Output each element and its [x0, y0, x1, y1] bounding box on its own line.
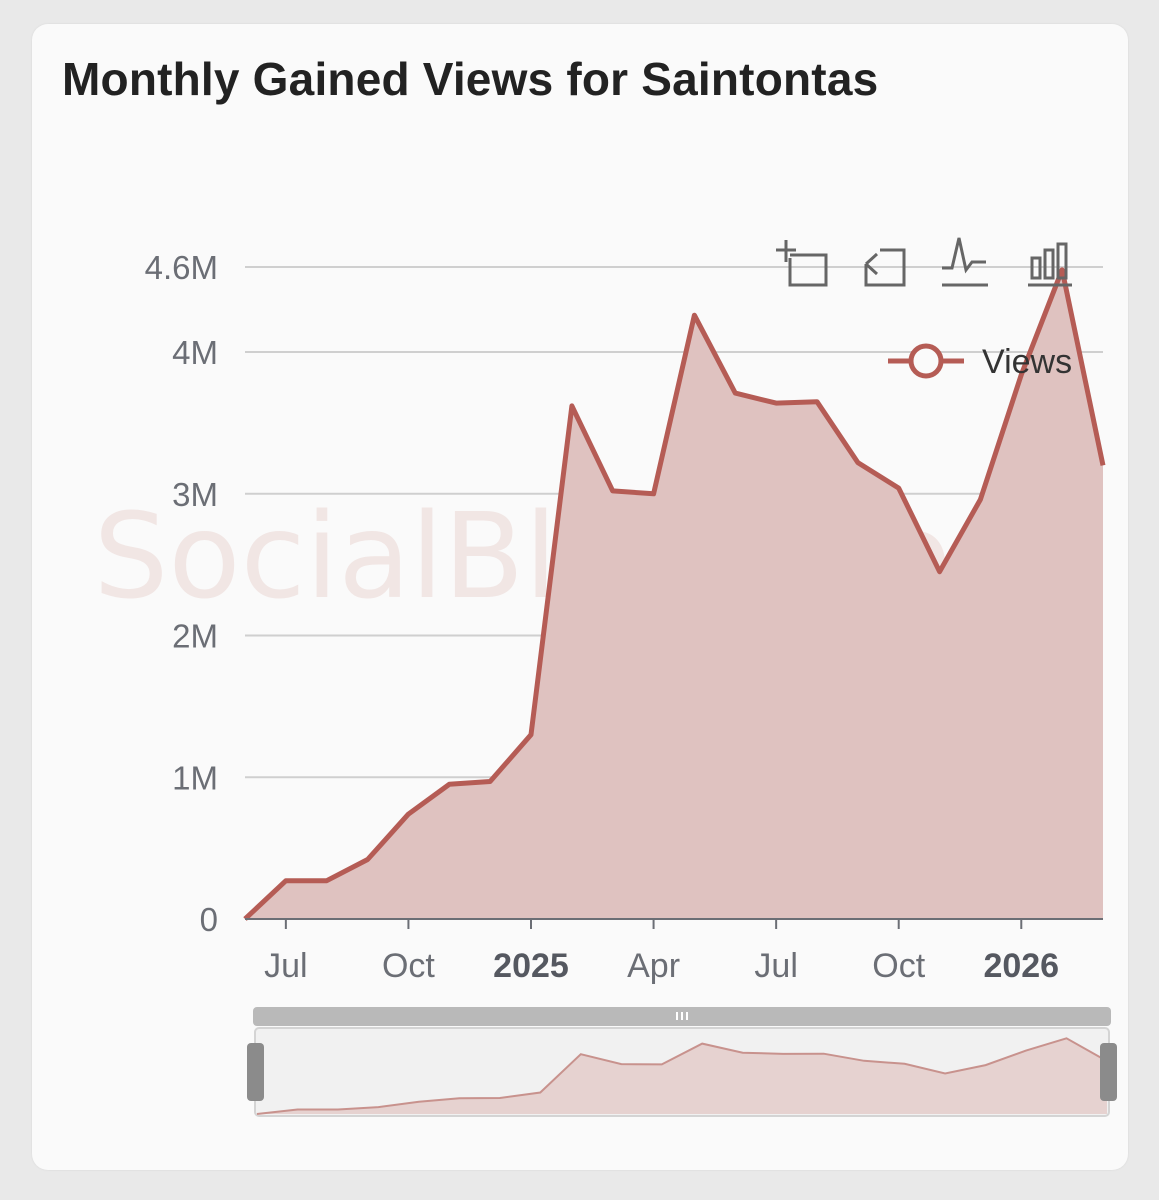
bar-chart-icon[interactable] — [1028, 242, 1072, 287]
y-tick-label: 4.6M — [145, 249, 218, 286]
x-tick-label: Jul — [754, 947, 797, 985]
slider-preview-line — [256, 1037, 1108, 1115]
zoom-slider[interactable] — [247, 1007, 1117, 1117]
x-tick-label: Jul — [264, 947, 307, 985]
x-tick-label: Oct — [872, 947, 925, 985]
x-tick-label: 2026 — [983, 947, 1059, 985]
series-area — [245, 269, 1103, 919]
slider-grip-icon — [676, 1012, 688, 1020]
zoom-icon[interactable] — [776, 240, 828, 287]
y-tick-label: 0 — [200, 901, 218, 938]
bar-chart-icon-path — [1028, 242, 1072, 287]
y-tick-label: 2M — [172, 618, 218, 655]
chart-title: Monthly Gained Views for Saintontas — [62, 53, 879, 105]
y-tick-label: 3M — [172, 476, 218, 513]
x-tick-label: Oct — [382, 947, 435, 985]
line-chart-icon-path — [942, 237, 988, 287]
zoom-icon-path — [776, 240, 828, 287]
legend-label: Views — [982, 343, 1072, 381]
y-tick-label: 4M — [172, 334, 218, 371]
zoom-reset-icon-path — [864, 248, 906, 287]
slider-preview-area — [257, 1038, 1107, 1114]
y-tick-label: 1M — [172, 759, 218, 796]
x-tick-label: Apr — [627, 947, 680, 985]
zoom-reset-icon[interactable] — [864, 248, 906, 287]
legend-views[interactable]: Views — [888, 343, 1072, 381]
series-line — [243, 267, 1106, 921]
legend-marker — [908, 343, 944, 379]
x-tick-label: 2025 — [493, 947, 569, 985]
slider-handle-right[interactable] — [1100, 1043, 1117, 1101]
slider-handle-left[interactable] — [247, 1043, 264, 1101]
line-chart-icon[interactable] — [942, 237, 988, 287]
